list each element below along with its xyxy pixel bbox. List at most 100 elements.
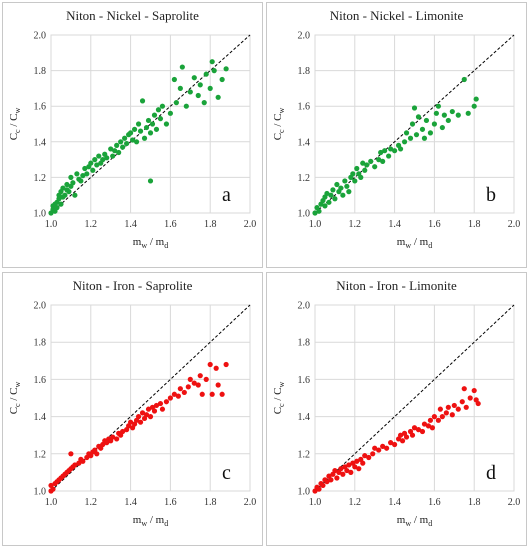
data-point	[397, 432, 404, 438]
y-axis-label: Cc / Cw	[8, 381, 22, 414]
data-point	[175, 393, 181, 399]
y-tick-label: 1.0	[34, 209, 47, 220]
panel-letter: b	[486, 184, 496, 206]
y-tick-label: 2.0	[298, 301, 311, 312]
data-point	[473, 96, 479, 102]
data-point	[213, 365, 219, 371]
data-point	[397, 146, 404, 152]
data-point	[403, 434, 410, 440]
data-point	[203, 376, 209, 382]
x-axis-label-part: w	[141, 241, 147, 250]
data-point	[362, 167, 368, 173]
y-tick-label: 1.6	[34, 102, 47, 113]
x-axis-label-part: w	[405, 519, 411, 528]
data-point	[326, 199, 332, 205]
x-tick-label: 1.4	[124, 219, 137, 230]
data-point	[378, 149, 384, 156]
chart-title: Niton - Iron - Saprolite	[73, 278, 193, 293]
data-point	[219, 76, 225, 83]
x-tick-label: 1.4	[124, 497, 137, 508]
y-tick-label: 1.2	[298, 449, 311, 460]
data-point	[409, 432, 416, 438]
data-point	[455, 112, 461, 118]
data-point	[139, 98, 146, 104]
data-point	[163, 399, 170, 405]
data-point	[475, 400, 481, 407]
panel-letter: a	[222, 184, 231, 206]
data-point	[439, 414, 445, 420]
data-point	[163, 121, 170, 127]
x-tick-label: 2.0	[508, 497, 521, 508]
data-point	[419, 126, 426, 132]
data-point	[340, 192, 346, 198]
data-point	[155, 107, 162, 113]
data-point	[449, 412, 455, 418]
data-point	[328, 192, 334, 198]
data-point	[215, 94, 221, 100]
chart-svg: Niton - Nickel - Limonite 1.0 1.2 1.4 1.6 1.8…	[272, 8, 520, 250]
data-point	[195, 382, 201, 388]
data-point	[364, 162, 370, 168]
data-point	[124, 140, 130, 147]
data-point	[366, 454, 372, 461]
data-point	[461, 76, 467, 83]
x-axis-label-part: m	[397, 236, 406, 248]
data-point	[445, 404, 451, 410]
data-point	[334, 475, 340, 481]
data-point	[201, 100, 207, 106]
data-point	[368, 158, 374, 164]
chart-title: Niton - Iron - Limonite	[336, 278, 457, 293]
data-point	[338, 466, 344, 472]
x-tick-label: 1.4	[388, 497, 401, 508]
data-point	[133, 139, 140, 145]
data-point	[380, 158, 386, 164]
data-point	[322, 203, 328, 209]
data-point	[223, 66, 229, 72]
data-point	[372, 445, 378, 451]
y-tick-label: 1.8	[34, 338, 47, 349]
y-tick-label: 1.0	[298, 209, 311, 220]
x-tick-label: 1.2	[85, 497, 98, 508]
data-point	[455, 406, 461, 412]
data-point	[108, 146, 114, 152]
data-point	[147, 414, 154, 420]
x-axis-label-part: d	[428, 241, 432, 250]
y-tick-label: 1.6	[298, 102, 311, 113]
data-point	[197, 373, 203, 379]
data-point	[360, 460, 366, 466]
data-point	[411, 425, 418, 431]
data-point	[141, 135, 148, 141]
data-point	[151, 408, 158, 414]
data-point	[128, 419, 134, 425]
data-point	[354, 165, 360, 172]
data-point	[465, 110, 471, 116]
data-point	[328, 477, 334, 483]
x-axis-label: mw / md	[397, 514, 432, 528]
y-tick-label: 1.2	[34, 173, 47, 184]
data-point	[56, 196, 62, 202]
data-point	[362, 453, 368, 459]
data-point	[72, 462, 78, 468]
data-point	[54, 205, 60, 211]
data-point	[137, 419, 144, 425]
chart-panel-d: Niton - Iron - Limonite 1.0 1.2 1.4 1.6 1.8 2.…	[266, 272, 527, 546]
data-point	[74, 171, 80, 177]
data-point	[90, 167, 96, 173]
x-axis-label-part: d	[164, 519, 168, 528]
y-tick-label: 1.4	[298, 137, 311, 148]
data-point	[82, 165, 88, 172]
data-point	[382, 148, 388, 154]
data-point	[78, 178, 84, 184]
data-point	[151, 112, 158, 118]
x-tick-label: 1.6	[428, 219, 441, 230]
data-point	[360, 160, 366, 166]
data-point	[137, 128, 144, 134]
chart-panel-c: Niton - Iron - Saprolite 1.0 1.2 1.4 1.6 1.8 2…	[2, 272, 263, 546]
data-point	[439, 124, 445, 131]
data-point	[114, 142, 120, 148]
data-point	[386, 153, 392, 159]
data-point	[207, 85, 213, 91]
data-point	[415, 427, 422, 433]
data-point	[62, 192, 68, 198]
data-point	[143, 412, 150, 418]
